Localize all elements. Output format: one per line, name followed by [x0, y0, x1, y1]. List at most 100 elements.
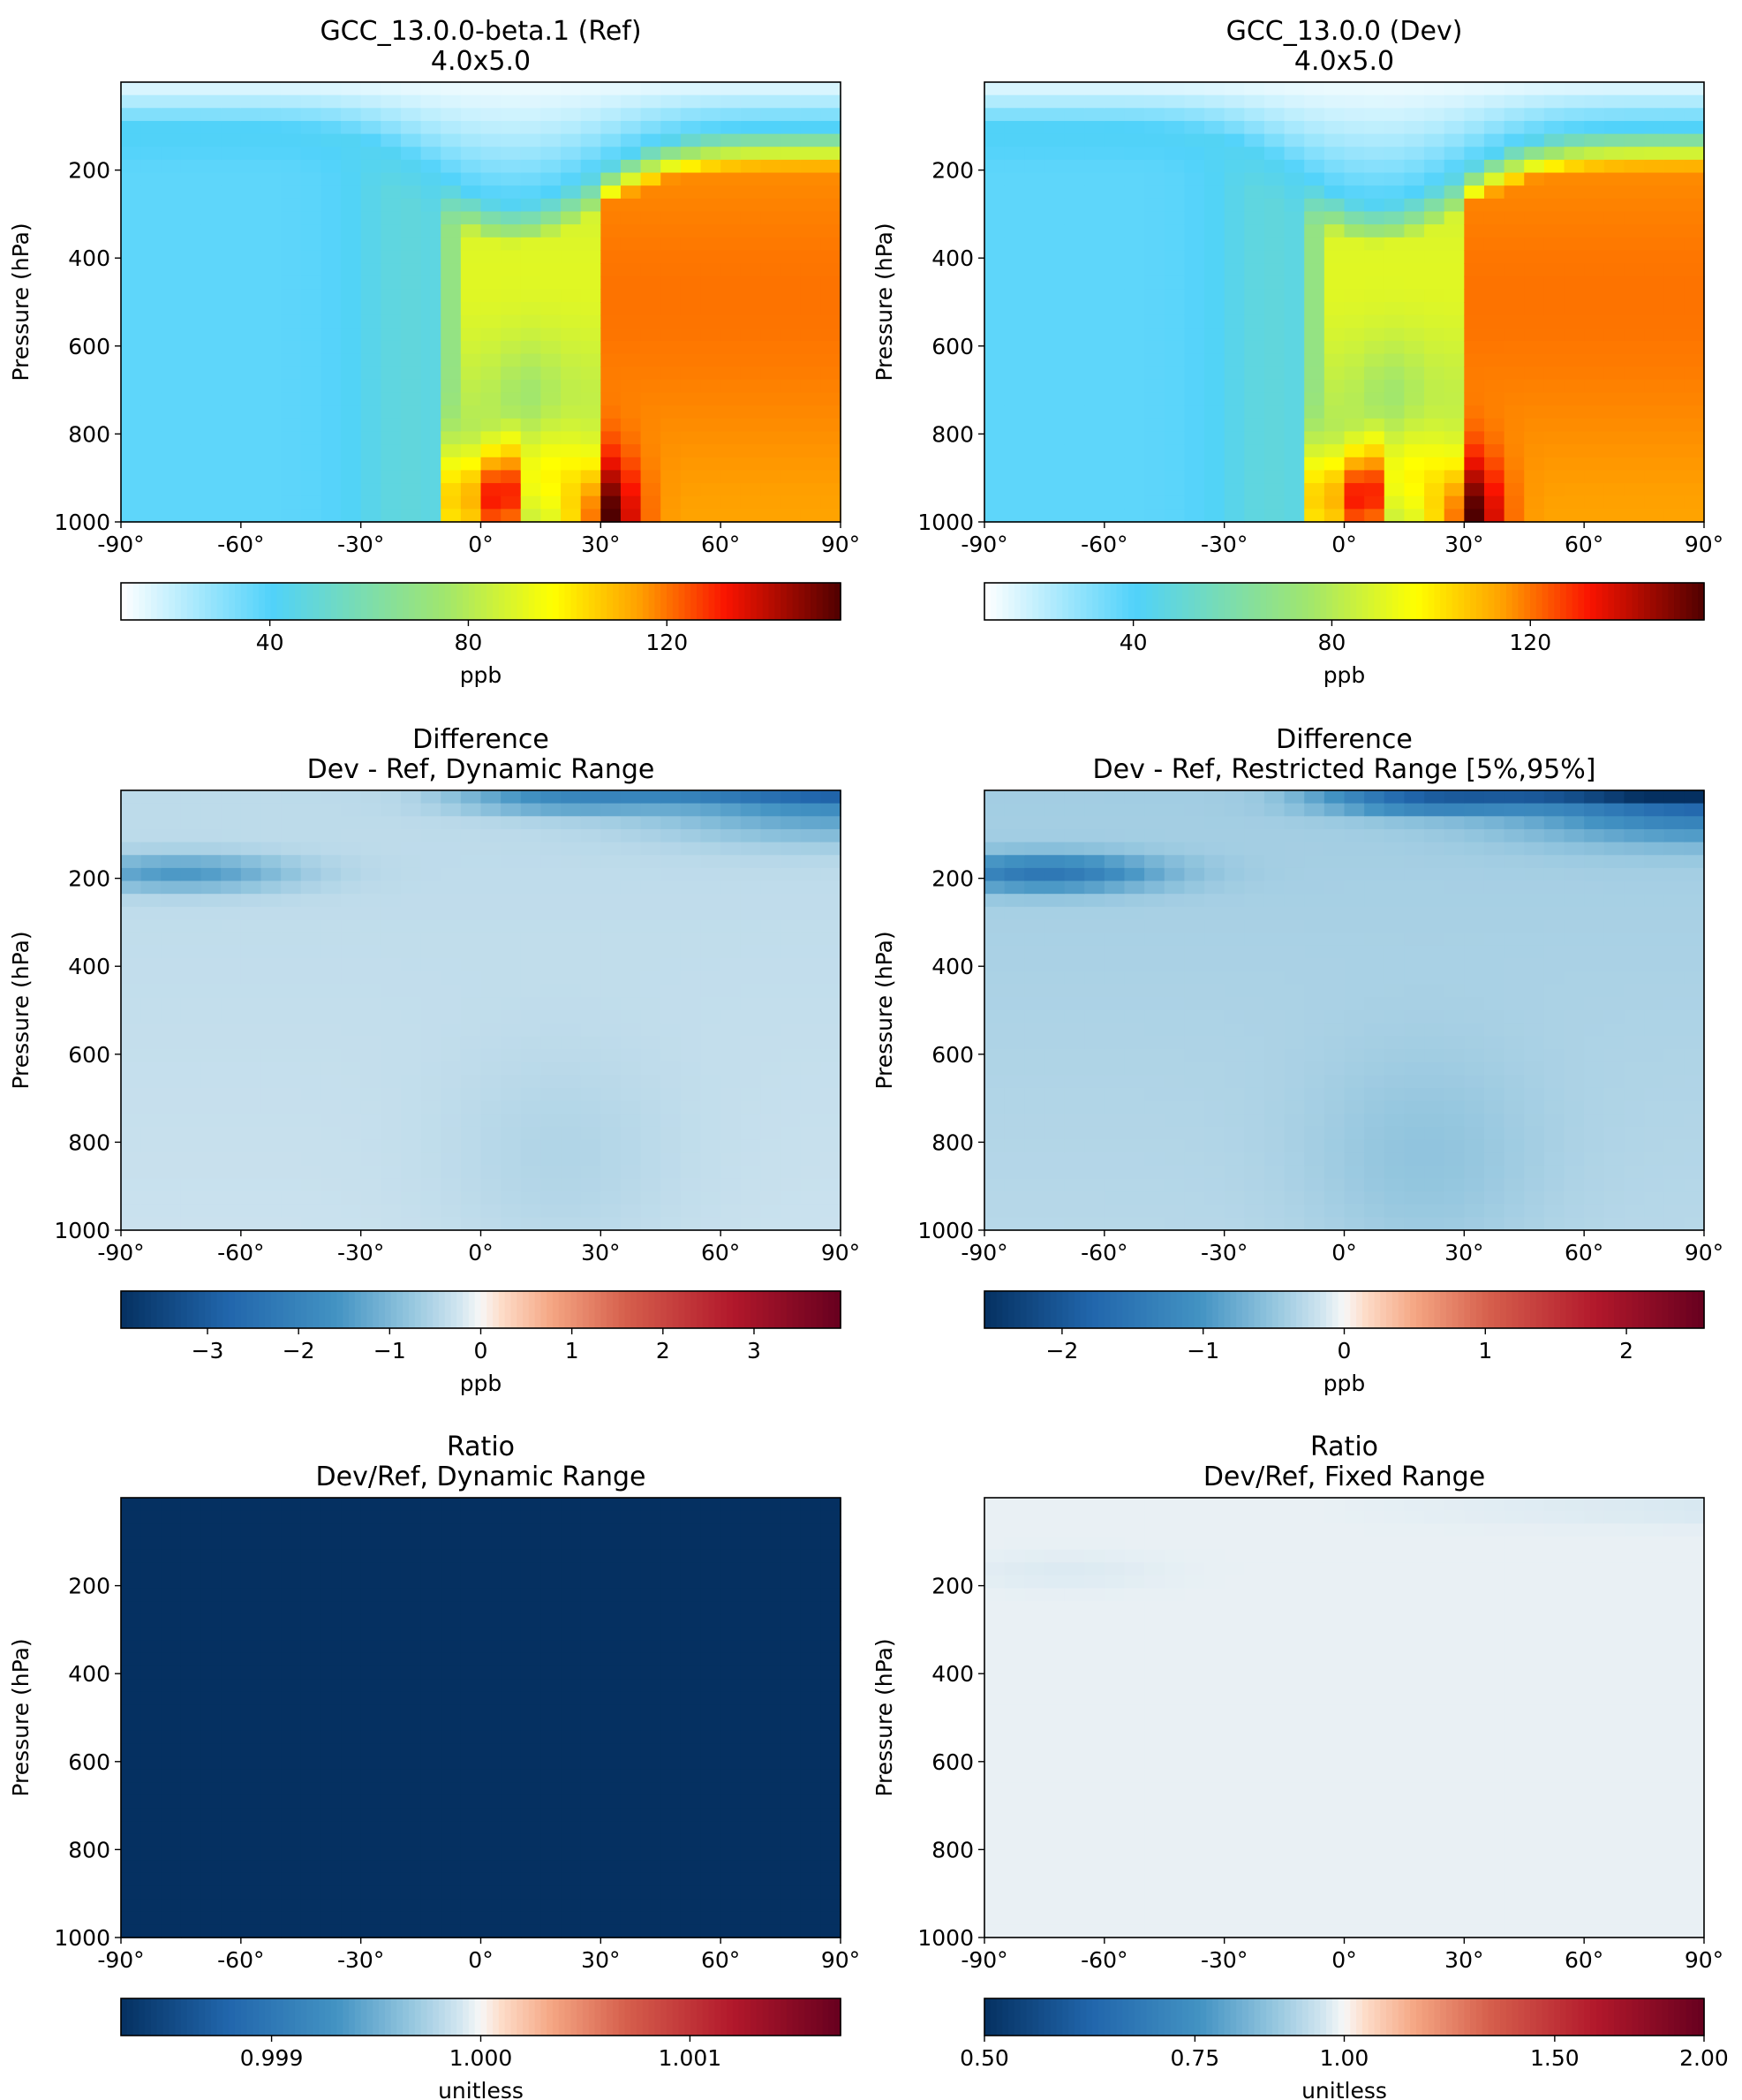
diff_dynamic-cell — [480, 790, 501, 804]
diff_restricted-cell — [1244, 1075, 1265, 1089]
dev-cell — [1284, 495, 1305, 510]
dev-cell — [1543, 405, 1565, 419]
diff_dynamic-cell — [420, 919, 441, 933]
ref-cell — [121, 147, 142, 161]
ref-colorbar-swatch — [180, 583, 188, 620]
ref-cell — [580, 509, 602, 523]
dev-cell — [1244, 185, 1265, 200]
ref-cell — [640, 108, 661, 122]
diff_dynamic-cell — [360, 842, 382, 856]
ref-cell — [200, 211, 222, 225]
diff_restricted-cell — [1404, 971, 1425, 986]
dev-cell — [1044, 82, 1066, 96]
ref-cell — [140, 185, 162, 200]
diff_dynamic-cell — [660, 1217, 682, 1231]
diff_dynamic-cell — [720, 855, 742, 869]
diff_restricted-cell — [1284, 1217, 1305, 1231]
ref-cell — [800, 289, 822, 303]
diff_dynamic-cell — [320, 984, 342, 999]
diff_restricted-cell — [1424, 1061, 1445, 1076]
ref-colorbar-swatch — [330, 583, 338, 620]
dev-y-tick-label: 400 — [931, 246, 974, 271]
diff_dynamic-cell — [360, 933, 382, 947]
diff_dynamic-cell — [540, 1075, 562, 1089]
diff_dynamic-cell — [540, 984, 562, 999]
dev-cell — [1524, 392, 1545, 406]
ref-cell — [320, 353, 342, 367]
diff_restricted-cell — [1224, 828, 1246, 843]
diff_restricted-cell — [1304, 1114, 1325, 1128]
diff_dynamic-cell — [260, 1152, 282, 1167]
diff_dynamic-cell — [680, 1152, 702, 1167]
diff_restricted-cell — [1444, 867, 1466, 882]
dev-colorbar-swatch — [1356, 583, 1363, 620]
diff_dynamic-cell — [660, 1165, 682, 1180]
ref-cell — [300, 470, 322, 484]
dev-cell — [1104, 147, 1126, 161]
dev-cell — [1244, 457, 1265, 472]
dev-cell — [1663, 120, 1685, 135]
diff_dynamic-cell — [121, 1126, 142, 1141]
diff_restricted-cell — [1284, 1048, 1305, 1063]
diff_dynamic-colorbar-swatch — [600, 1291, 607, 1328]
diff_dynamic-y-tick-label: 600 — [68, 1042, 110, 1068]
ref-cell — [300, 94, 322, 109]
dev-cell — [1624, 444, 1645, 458]
ref-cell — [360, 366, 382, 381]
diff_dynamic-cell — [341, 816, 362, 830]
ref-colorbar-swatch — [468, 583, 476, 620]
ref-cell — [660, 237, 682, 252]
diff_dynamic-cell — [460, 1191, 482, 1205]
ref-cell — [260, 263, 282, 277]
diff_dynamic-cell — [260, 1191, 282, 1205]
diff_dynamic-cell — [360, 945, 382, 960]
dev-cell — [1584, 366, 1605, 381]
diff_dynamic-cell — [180, 1217, 202, 1231]
ref-cell — [260, 94, 282, 109]
dev-cell — [1244, 418, 1265, 433]
dev-cell — [1204, 302, 1225, 316]
diff_dynamic-cell — [580, 855, 602, 869]
dev-cell — [1483, 405, 1505, 419]
dev-cell — [1464, 237, 1485, 252]
dev-colorbar-swatch — [1542, 583, 1550, 620]
diff_restricted-cell — [1104, 997, 1126, 1011]
dev-cell — [1464, 185, 1485, 200]
diff_restricted-cell — [1224, 1075, 1246, 1089]
dev-cell — [1663, 379, 1685, 394]
ref-cell — [520, 263, 542, 277]
diff_restricted-cell — [1323, 867, 1346, 882]
diff_restricted-cell — [1424, 958, 1445, 972]
dev-cell — [1483, 431, 1505, 445]
ref-cell — [561, 94, 582, 109]
diff_restricted-cell — [1024, 1075, 1045, 1089]
ref-cell — [460, 495, 482, 510]
diff_dynamic-cell — [140, 1217, 162, 1231]
dev-cell — [1564, 237, 1585, 252]
diff_dynamic-cell — [420, 880, 441, 895]
diff_dynamic-cell — [180, 984, 202, 999]
ref-cell — [520, 495, 542, 510]
diff_dynamic-cell — [760, 894, 781, 908]
ref-colorbar-swatch — [289, 583, 296, 620]
dev-colorbar-swatch — [1050, 583, 1058, 620]
diff_dynamic-cell — [520, 1126, 542, 1141]
ref-cell — [240, 379, 262, 394]
dev-cell — [1424, 405, 1445, 419]
dev-cell — [1144, 353, 1165, 367]
ref-cell — [620, 444, 642, 458]
ref-cell — [540, 172, 562, 186]
dev-cell — [1404, 94, 1425, 109]
ref-cell — [460, 457, 482, 472]
diff_dynamic-cell — [420, 894, 441, 908]
diff_dynamic-cell — [360, 828, 382, 843]
diff_dynamic-cell — [680, 1036, 702, 1050]
dev-cell — [1184, 470, 1205, 484]
ref-cell — [640, 444, 661, 458]
diff_dynamic-colorbar-swatch — [697, 1291, 704, 1328]
dev-cell — [1684, 147, 1705, 161]
ref-cell — [680, 82, 702, 96]
dev-cell — [1364, 353, 1385, 367]
dev-cell — [1404, 108, 1425, 122]
diff_dynamic-cell — [540, 1087, 562, 1102]
